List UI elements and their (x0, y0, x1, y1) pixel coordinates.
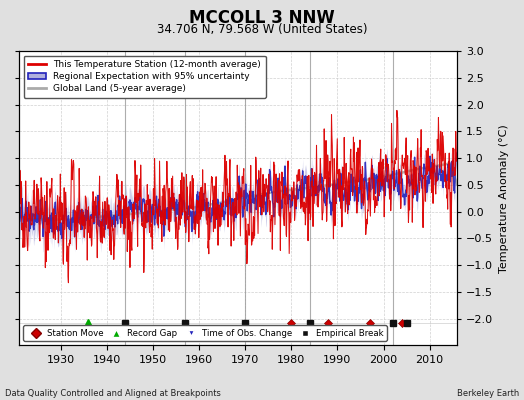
Y-axis label: Temperature Anomaly (°C): Temperature Anomaly (°C) (499, 124, 509, 272)
Legend: Station Move, Record Gap, Time of Obs. Change, Empirical Break: Station Move, Record Gap, Time of Obs. C… (24, 325, 387, 341)
Text: Data Quality Controlled and Aligned at Breakpoints: Data Quality Controlled and Aligned at B… (5, 389, 221, 398)
Text: 34.706 N, 79.568 W (United States): 34.706 N, 79.568 W (United States) (157, 23, 367, 36)
Text: Berkeley Earth: Berkeley Earth (456, 389, 519, 398)
Text: MCCOLL 3 NNW: MCCOLL 3 NNW (189, 9, 335, 27)
